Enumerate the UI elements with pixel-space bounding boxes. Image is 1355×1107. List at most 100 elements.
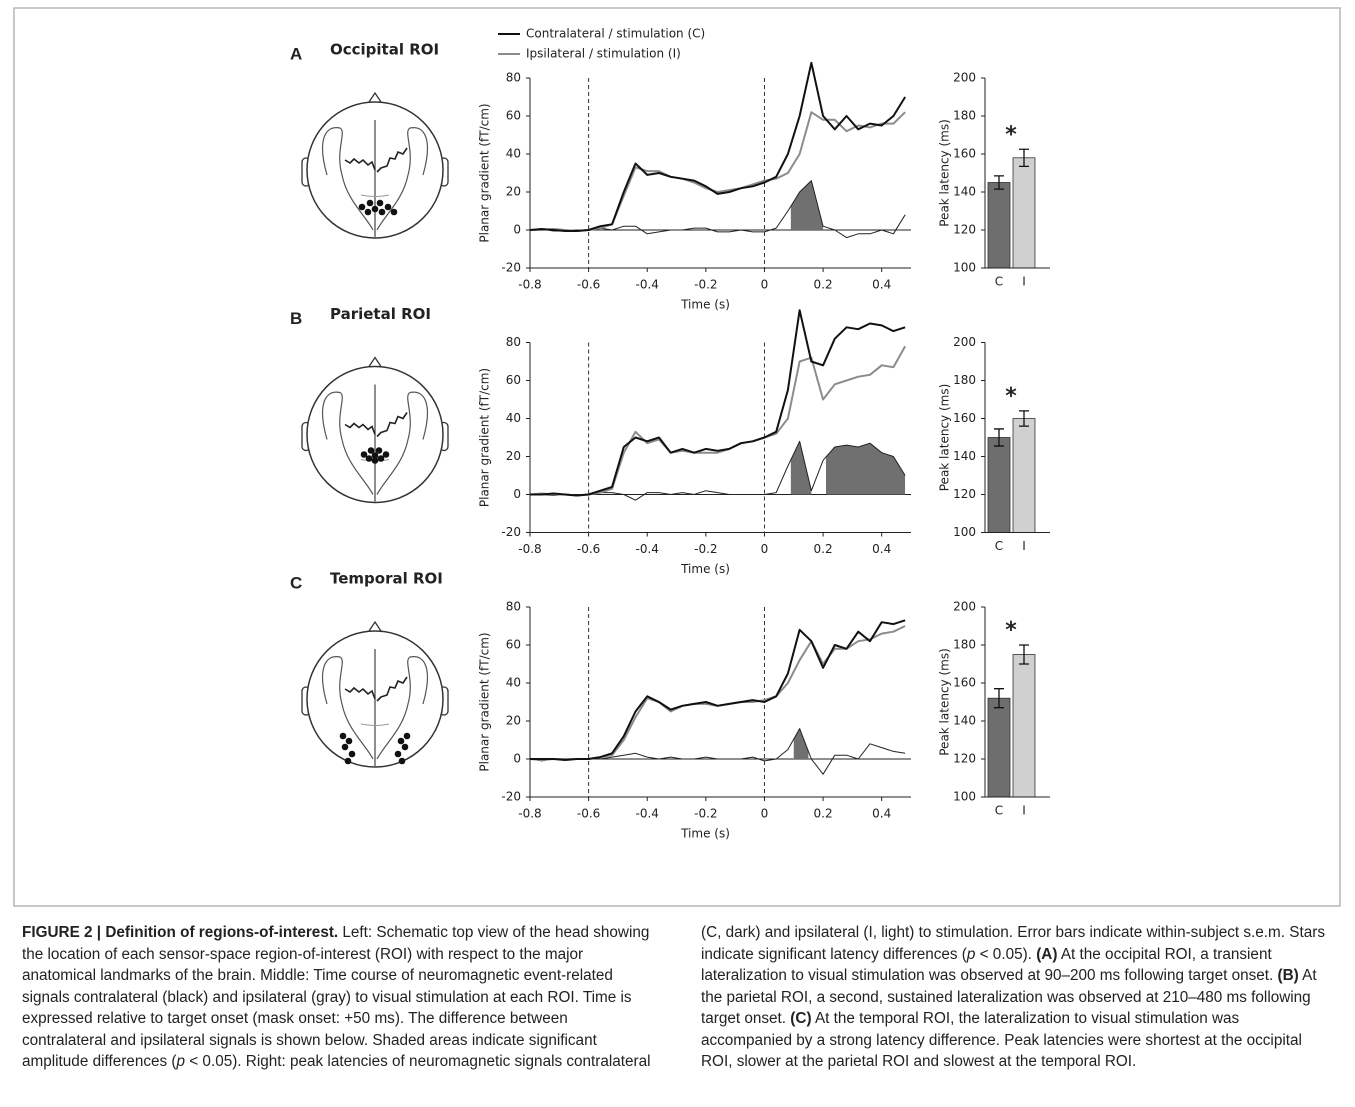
y-tick-label: 120	[953, 223, 976, 237]
signal-line	[530, 309, 906, 497]
error-bar	[994, 175, 1004, 190]
error-bar	[1019, 148, 1029, 167]
sensor	[341, 743, 349, 751]
caption: FIGURE 2 | Definition of regions-of-inte…	[22, 922, 1332, 1073]
sensor	[345, 737, 353, 745]
y-tick-label: 200	[953, 335, 976, 349]
y-tick-label: 20	[506, 714, 521, 728]
x-tick-label: -0.8	[518, 807, 541, 821]
significance-star: *	[1005, 618, 1017, 643]
y-tick-label: 140	[953, 714, 976, 728]
significance-star: *	[1005, 384, 1017, 409]
y-tick-label: 0	[513, 752, 521, 766]
sensor	[398, 757, 406, 765]
bar	[1012, 654, 1036, 798]
x-tick-label: -0.4	[636, 278, 659, 292]
error-bar	[994, 688, 1004, 709]
y-tick-label: 180	[953, 638, 976, 652]
sensor	[375, 447, 383, 454]
sulcus	[376, 412, 408, 438]
y-axis-label: Peak latency (ms)	[938, 648, 952, 756]
caption-text: (A)	[1036, 945, 1058, 963]
brain-outline	[376, 656, 429, 760]
y-tick-label: -20	[501, 261, 521, 275]
y-tick-label: 80	[506, 71, 521, 85]
y-tick-label: 60	[506, 109, 521, 123]
panel-label: B	[290, 309, 302, 328]
y-tick-label: 100	[953, 525, 976, 539]
caption-text: (C)	[790, 1010, 812, 1027]
x-tick-label: -0.6	[577, 807, 600, 821]
sensor	[371, 452, 379, 459]
x-tick-label: 0.4	[872, 278, 891, 292]
x-tick-label: C	[995, 539, 1003, 553]
x-tick-label: 0.2	[814, 807, 833, 821]
y-tick-label: 140	[953, 449, 976, 463]
y-tick-label: 180	[953, 109, 976, 123]
y-tick-label: 80	[506, 600, 521, 614]
head-nose	[368, 356, 382, 367]
sensor	[376, 199, 384, 207]
bar	[1012, 157, 1036, 269]
y-tick-label: 60	[506, 373, 521, 387]
y-tick-label: 40	[506, 411, 521, 425]
signal-line	[530, 619, 906, 761]
x-tick-label: C	[995, 804, 1003, 818]
bar	[987, 182, 1011, 269]
y-tick-label: 160	[953, 147, 976, 161]
error-bar	[1019, 644, 1029, 665]
sensor	[384, 203, 392, 211]
figure-frame	[13, 7, 1341, 907]
brain-outline	[376, 127, 429, 231]
y-tick-label: 140	[953, 185, 976, 199]
sulcus	[376, 147, 408, 173]
sensor	[360, 451, 368, 458]
difference-line	[529, 180, 906, 239]
fissure	[360, 194, 390, 197]
panel-title: Parietal ROI	[330, 305, 431, 323]
legend-label: Contralateral / stimulation (C)	[526, 27, 705, 41]
y-axis-label: Peak latency (ms)	[938, 384, 952, 492]
x-tick-label: 0	[761, 542, 769, 556]
caption-text: Left: Schematic top view of the head sho…	[22, 924, 650, 1070]
x-tick-label: C	[995, 275, 1003, 289]
x-tick-label: -0.4	[636, 807, 659, 821]
sensor	[348, 750, 356, 758]
significant-area	[790, 441, 812, 495]
sensor	[378, 208, 386, 216]
caption-text: < 0.05). Right: peak latencies of neurom…	[185, 924, 1325, 1070]
x-axis-label: Time (s)	[680, 827, 730, 841]
x-tick-label: -0.4	[636, 542, 659, 556]
caption-text: At the parietal ROI, a second, sustained…	[701, 967, 1317, 1027]
y-tick-label: 200	[953, 71, 976, 85]
head-nose	[368, 620, 382, 632]
significance-star: *	[1005, 122, 1017, 147]
x-axis-label: Time (s)	[680, 298, 730, 312]
x-tick-label: 0.4	[872, 807, 891, 821]
signal-line	[530, 111, 906, 232]
panel-label: C	[290, 573, 302, 592]
caption-text: At the occipital ROI, a transient latera…	[701, 945, 1278, 985]
x-tick-label: -0.2	[694, 278, 717, 292]
panel-title: Occipital ROI	[330, 41, 439, 59]
x-tick-label: 0.2	[814, 542, 833, 556]
y-tick-label: -20	[501, 790, 521, 804]
sulcus	[376, 676, 408, 702]
sensor	[382, 451, 390, 458]
x-tick-label: -0.2	[694, 542, 717, 556]
significant-area	[826, 443, 906, 495]
sensor	[371, 205, 379, 213]
x-tick-label: I	[1022, 275, 1026, 289]
figure: A Occipital ROI -20 0 20 40 60 80 -0.8 -0.6 -0.4 -0…	[13, 7, 1341, 907]
significant-area	[790, 180, 824, 230]
x-tick-label: 0	[761, 278, 769, 292]
y-tick-label: 80	[506, 335, 521, 349]
y-tick-label: 180	[953, 373, 976, 387]
panel-label: A	[290, 44, 302, 63]
bar	[1012, 418, 1036, 533]
caption-text: At the temporal ROI, the lateralization …	[701, 1010, 1302, 1070]
brain-outline	[321, 391, 374, 495]
sensor	[397, 737, 405, 745]
bar	[987, 437, 1011, 533]
